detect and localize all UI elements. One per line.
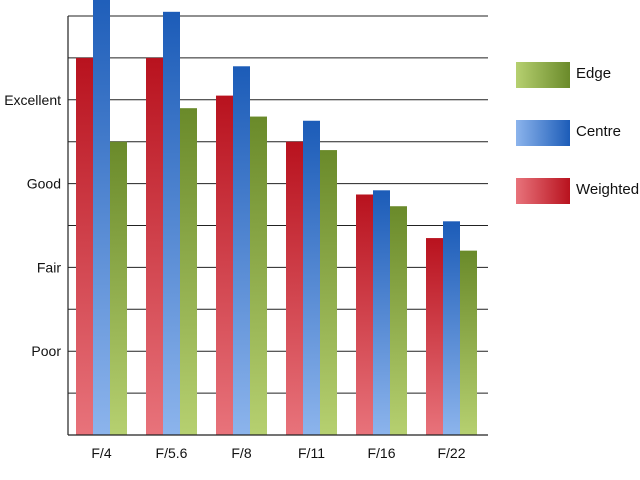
legend-label-edge: Edge (576, 65, 612, 82)
bar-centre-f11 (303, 120, 320, 435)
bar-weighted-f22 (426, 238, 443, 435)
bar-weighted-f8 (216, 95, 233, 436)
x-tick-label: F/22 (437, 445, 465, 461)
bar-centre-f4 (93, 0, 110, 435)
bar-edge-f5-6 (180, 108, 197, 436)
legend-swatch-edge (516, 62, 570, 88)
x-tick-label: F/11 (298, 445, 325, 461)
legend-label-weighted: Weighted (576, 181, 640, 198)
bar-centre-f22 (443, 221, 460, 435)
bar-weighted-f5-6 (146, 57, 163, 436)
x-tick-label: F/16 (367, 445, 395, 461)
bar-edge-f4 (110, 141, 127, 435)
bar-centre-f8 (233, 66, 250, 435)
bar-edge-f16 (390, 206, 407, 435)
bar-centre-f5-6 (163, 11, 180, 436)
bar-weighted-f4 (76, 57, 93, 436)
bar-weighted-f16 (356, 194, 373, 435)
x-tick-labels: F/4 F/5.6 F/8 F/11 F/16 F/22 (91, 445, 465, 461)
y-tick-labels: Poor Fair Good Excellent (4, 92, 61, 359)
gridlines (68, 15, 488, 394)
y-tick-label: Fair (37, 259, 61, 275)
legend-swatch-weighted (516, 178, 570, 204)
bar-edge-f11 (320, 150, 337, 435)
x-tick-label: F/5.6 (156, 445, 188, 461)
bar-edge-f8 (250, 116, 267, 435)
bars (76, 0, 477, 436)
legend-swatch-centre (516, 120, 570, 146)
y-tick-label: Good (27, 176, 61, 192)
x-tick-label: F/4 (91, 445, 111, 461)
bar-edge-f22 (460, 250, 477, 435)
x-tick-label: F/8 (231, 445, 251, 461)
bar-centre-f16 (373, 190, 390, 435)
y-tick-label: Excellent (4, 92, 61, 108)
y-tick-label: Poor (31, 343, 61, 359)
axes (67, 16, 488, 436)
legend-label-centre: Centre (576, 123, 622, 140)
bar-weighted-f11 (286, 141, 303, 435)
